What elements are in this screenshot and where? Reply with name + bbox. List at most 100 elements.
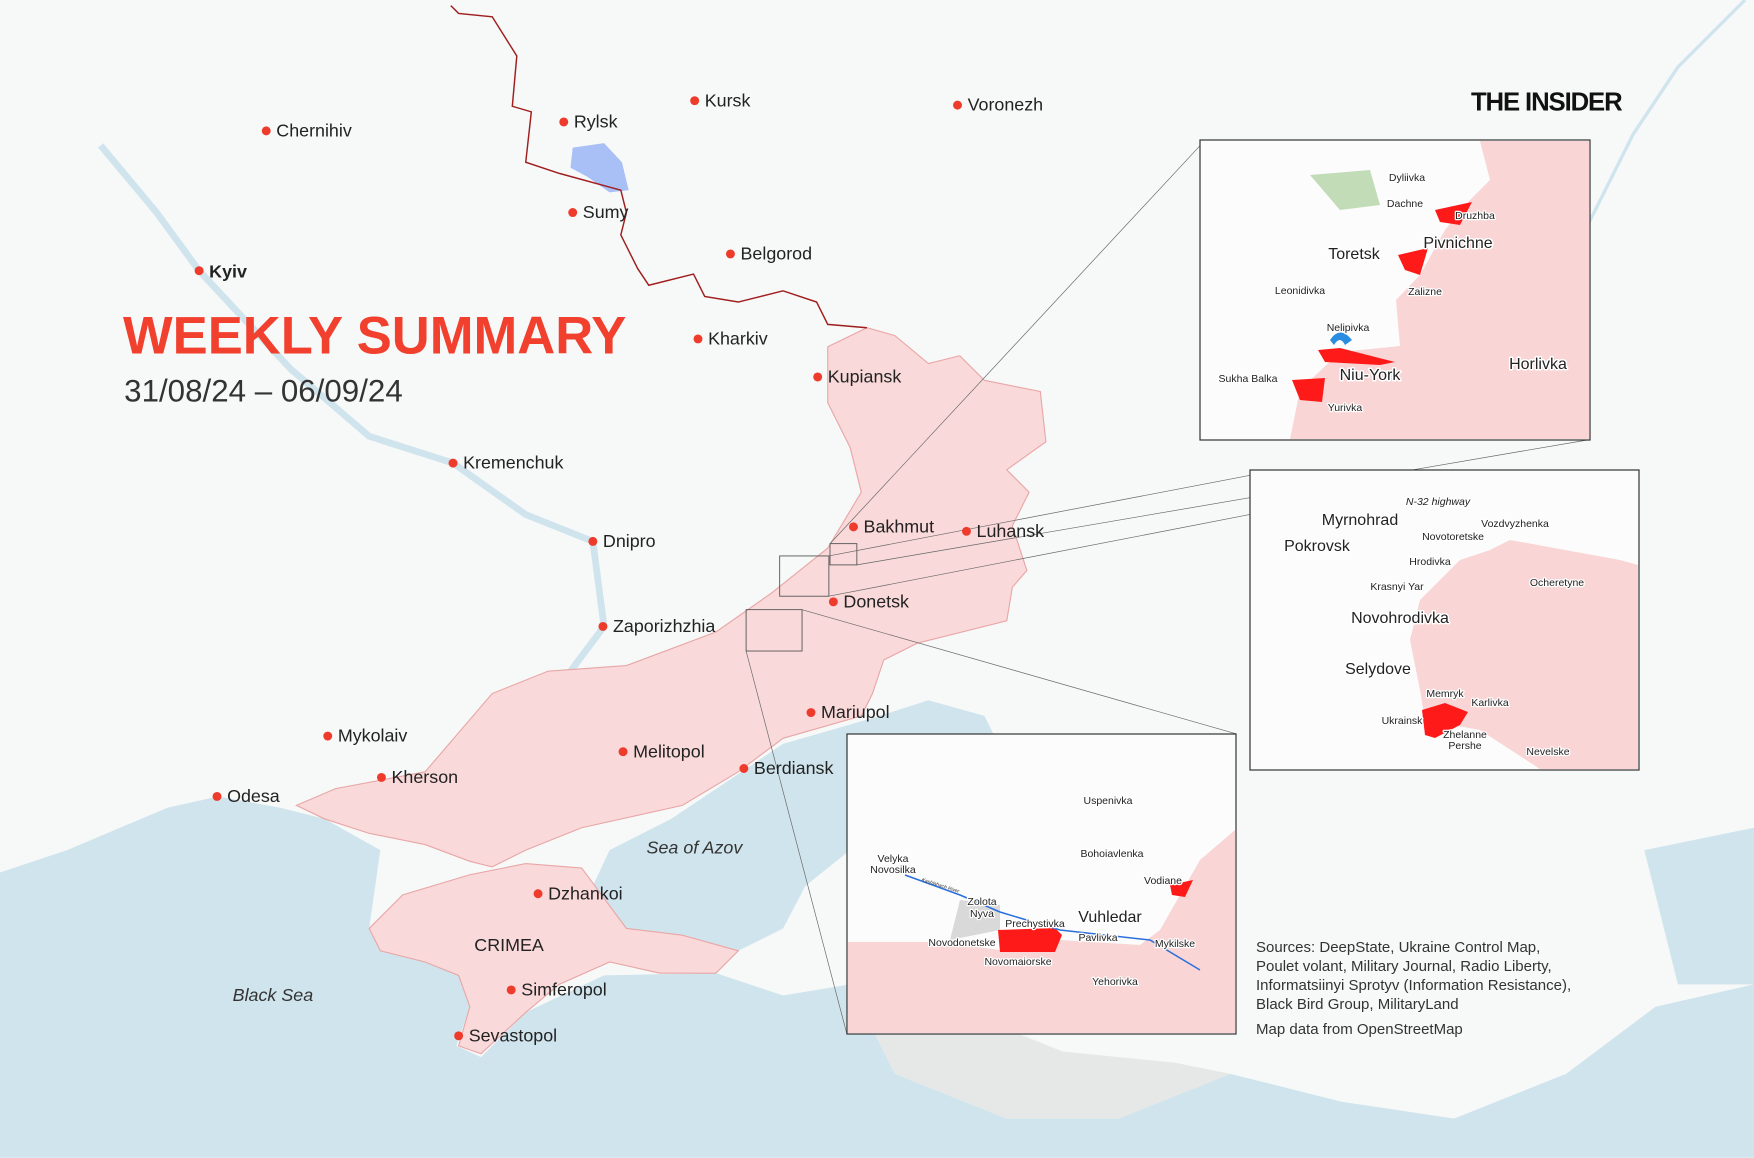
inset-label: Sukha Balka bbox=[1219, 373, 1278, 385]
city-sevastopol: Sevastopol bbox=[454, 1025, 557, 1045]
logo: THE INSIDER bbox=[1471, 89, 1623, 117]
map-credit: Map data from OpenStreetMap bbox=[1256, 1021, 1463, 1038]
svg-text:Sevastopol: Sevastopol bbox=[469, 1025, 557, 1045]
toretsk-box bbox=[829, 543, 858, 566]
inset-label: Velyka bbox=[878, 853, 909, 865]
svg-text:Kherson: Kherson bbox=[392, 767, 459, 787]
inset-label: Nevelske bbox=[1526, 746, 1569, 758]
inset-label: Memryk bbox=[1426, 688, 1464, 700]
svg-text:Dzhankoi: Dzhankoi bbox=[548, 883, 623, 903]
inset-label: N-32 highway bbox=[1406, 496, 1471, 508]
city-labels: Chernihiv Rylsk Kursk Voronezh Sumy Kyiv… bbox=[194, 90, 1045, 1045]
city-kherson: Kherson bbox=[376, 767, 459, 787]
inset-label: Karlivka bbox=[1471, 697, 1509, 709]
inset-label: Toretsk bbox=[1328, 246, 1381, 263]
occupied-territory bbox=[295, 327, 1047, 868]
inset-label: Zolota bbox=[967, 896, 996, 908]
city-voronezh: Voronezh bbox=[953, 95, 1043, 115]
city-kursk: Kursk bbox=[690, 90, 750, 110]
inset-label: Ukrainsk bbox=[1382, 715, 1424, 727]
vuhledar-box bbox=[745, 609, 803, 652]
svg-text:Black Bird Group, MilitaryLand: Black Bird Group, MilitaryLand bbox=[1256, 996, 1459, 1013]
svg-text:Belgorod: Belgorod bbox=[741, 244, 813, 264]
occupied-crimea bbox=[368, 862, 740, 1055]
inset-label: Pershe bbox=[1448, 740, 1481, 752]
inset-label: Novomaiorske bbox=[984, 956, 1051, 968]
leader-lines bbox=[745, 145, 1590, 1034]
inset-label: Bohoiavlenka bbox=[1080, 848, 1143, 860]
pokrovsk-box bbox=[779, 555, 830, 597]
inset-label: Leonidivka bbox=[1275, 285, 1325, 297]
city-dnipro: Dnipro bbox=[588, 531, 656, 551]
svg-text:Chernihiv: Chernihiv bbox=[276, 120, 352, 140]
svg-text:Zaporizhzhia: Zaporizhzhia bbox=[613, 616, 715, 636]
sea-of-azov-label: Sea of Azov bbox=[647, 837, 744, 857]
inset-label: Hrodivka bbox=[1409, 556, 1451, 568]
city-dzhankoi: Dzhankoi bbox=[533, 883, 623, 903]
date-range: 31/08/24 – 06/09/24 bbox=[124, 374, 403, 409]
svg-text:Kyiv: Kyiv bbox=[209, 261, 247, 281]
svg-text:Berdiansk: Berdiansk bbox=[754, 758, 834, 778]
svg-text:Poulet volant, Military Journa: Poulet volant, Military Journal, Radio L… bbox=[1256, 958, 1552, 975]
city-zaporizhzhia: Zaporizhzhia bbox=[598, 616, 715, 636]
caspian-edge bbox=[1644, 827, 1754, 985]
svg-text:Mykolaiv: Mykolaiv bbox=[338, 726, 408, 746]
city-kremenchuk: Kremenchuk bbox=[448, 453, 564, 473]
inset-label: Pokrovsk bbox=[1284, 538, 1351, 555]
inset-label: Zalizne bbox=[1408, 286, 1442, 298]
city-sumy: Sumy bbox=[568, 202, 629, 222]
city-luhansk: Luhansk bbox=[961, 521, 1045, 541]
svg-text:Bakhmut: Bakhmut bbox=[864, 516, 935, 536]
city-mariupol: Mariupol bbox=[806, 702, 890, 722]
inset-label: Nyva bbox=[970, 908, 994, 920]
city-berdiansk: Berdiansk bbox=[739, 758, 833, 778]
svg-text:Kupiansk: Kupiansk bbox=[828, 367, 902, 387]
inset-label: Pavlivka bbox=[1078, 932, 1117, 944]
svg-text:Odesa: Odesa bbox=[227, 786, 280, 806]
inset-label: Novodonetske bbox=[928, 937, 995, 949]
svg-text:Dnipro: Dnipro bbox=[603, 531, 656, 551]
city-simferopol: Simferopol bbox=[506, 980, 607, 1000]
city-rylsk: Rylsk bbox=[559, 112, 618, 132]
svg-text:Sources: DeepState, Ukraine Co: Sources: DeepState, Ukraine Control Map, bbox=[1256, 939, 1540, 956]
inset-label: Vodiane bbox=[1144, 875, 1182, 887]
inset-vuhledar: Uspenivka Bohoiavlenka Velyka Novosilka … bbox=[846, 733, 1237, 1035]
kursk-incursion bbox=[570, 143, 629, 193]
inset-pokrovsk: N-32 highway Myrnohrad Pokrovsk Vozdvyzh… bbox=[1249, 469, 1640, 771]
svg-text:Rylsk: Rylsk bbox=[574, 112, 618, 132]
inset-label: Selydove bbox=[1345, 661, 1411, 678]
city-odesa: Odesa bbox=[212, 786, 280, 806]
inset-label: Dyliivka bbox=[1389, 172, 1425, 184]
inset-label: Novohrodivka bbox=[1351, 610, 1449, 627]
svg-text:Sumy: Sumy bbox=[583, 202, 629, 222]
svg-text:Melitopol: Melitopol bbox=[633, 741, 705, 761]
black-sea-label: Black Sea bbox=[233, 985, 314, 1005]
inset-label: Nelipivka bbox=[1327, 322, 1370, 334]
inset-label: Zhelanne bbox=[1443, 729, 1487, 741]
inset-label: Novotoretske bbox=[1422, 531, 1484, 543]
inset-label: Mykilske bbox=[1155, 938, 1195, 950]
inset-label: Myrnohrad bbox=[1322, 512, 1398, 529]
inset-label: Novosilka bbox=[870, 864, 916, 876]
inset-label: Uspenivka bbox=[1083, 795, 1132, 807]
inset-label: Yurivka bbox=[1328, 402, 1363, 414]
city-chernihiv: Chernihiv bbox=[261, 120, 352, 140]
crimea-label: CRIMEA bbox=[474, 935, 544, 955]
inset-label: Prechystivka bbox=[1005, 918, 1065, 930]
svg-text:Donetsk: Donetsk bbox=[843, 591, 909, 611]
inset-label: Yehorivka bbox=[1092, 976, 1138, 988]
page-title: WEEKLY SUMMARY bbox=[123, 306, 626, 365]
city-donetsk: Donetsk bbox=[828, 591, 909, 611]
inset-label: Dachne bbox=[1387, 198, 1423, 210]
inset-label: Pivnichne bbox=[1423, 235, 1492, 252]
inset-label: Vuhledar bbox=[1078, 909, 1142, 926]
inset-label: Horlivka bbox=[1509, 356, 1567, 373]
inset-toretsk: Dyliivka Dachne Druzhba Pivnichne Torets… bbox=[1199, 139, 1591, 441]
inset-label: Ocheretyne bbox=[1530, 577, 1584, 589]
black-sea bbox=[0, 796, 1754, 1158]
svg-text:Kharkiv: Kharkiv bbox=[708, 329, 768, 349]
city-kyiv: Kyiv bbox=[194, 261, 247, 281]
inset-label: Niu-York bbox=[1340, 367, 1402, 384]
svg-text:Luhansk: Luhansk bbox=[977, 521, 1045, 541]
